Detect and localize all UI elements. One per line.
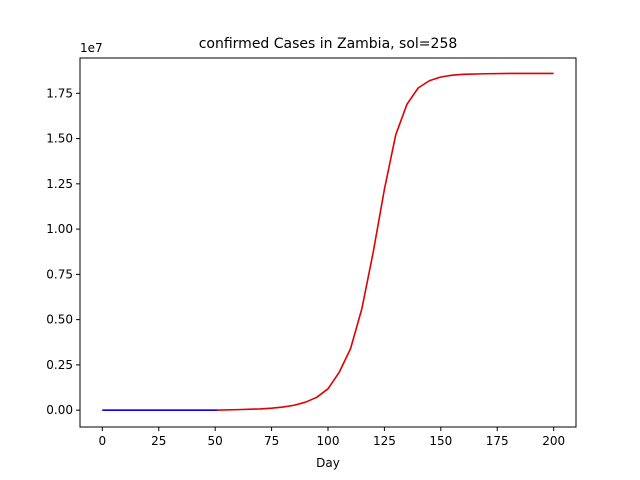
- plot-area: [102, 72, 554, 411]
- y-tick-label: 1.75: [46, 86, 73, 100]
- y-tick-label: 1.00: [46, 222, 73, 236]
- x-tick-label: 100: [317, 434, 340, 448]
- y-tick-label: 0.00: [46, 403, 73, 417]
- x-tick-label: 0: [99, 434, 107, 448]
- x-tick-label: 200: [542, 434, 565, 448]
- x-tick-label: 125: [373, 434, 396, 448]
- y-tick-label: 1.25: [46, 177, 73, 191]
- x-tick-label: 50: [208, 434, 223, 448]
- y-offset-label: 1e7: [80, 41, 103, 55]
- plot-frame: [79, 57, 577, 428]
- y-axis: 0.00 0.25 0.50 0.75 1.00 1.25 1.50 1.75: [46, 86, 80, 417]
- y-tick-label: 0.50: [46, 313, 73, 327]
- x-tick-label: 75: [264, 434, 279, 448]
- x-tick-label: 25: [151, 434, 166, 448]
- x-tick-label: 150: [429, 434, 452, 448]
- y-tick-label: 1.50: [46, 132, 73, 146]
- x-axis-label: Day: [316, 456, 340, 470]
- chart-title: confirmed Cases in Zambia, sol=258: [199, 36, 458, 52]
- y-tick-label: 0.75: [46, 267, 73, 281]
- x-axis: 0 25 50 75 100 125 150 175 200: [99, 427, 565, 448]
- x-tick-label: 175: [486, 434, 509, 448]
- y-tick-label: 0.25: [46, 358, 73, 372]
